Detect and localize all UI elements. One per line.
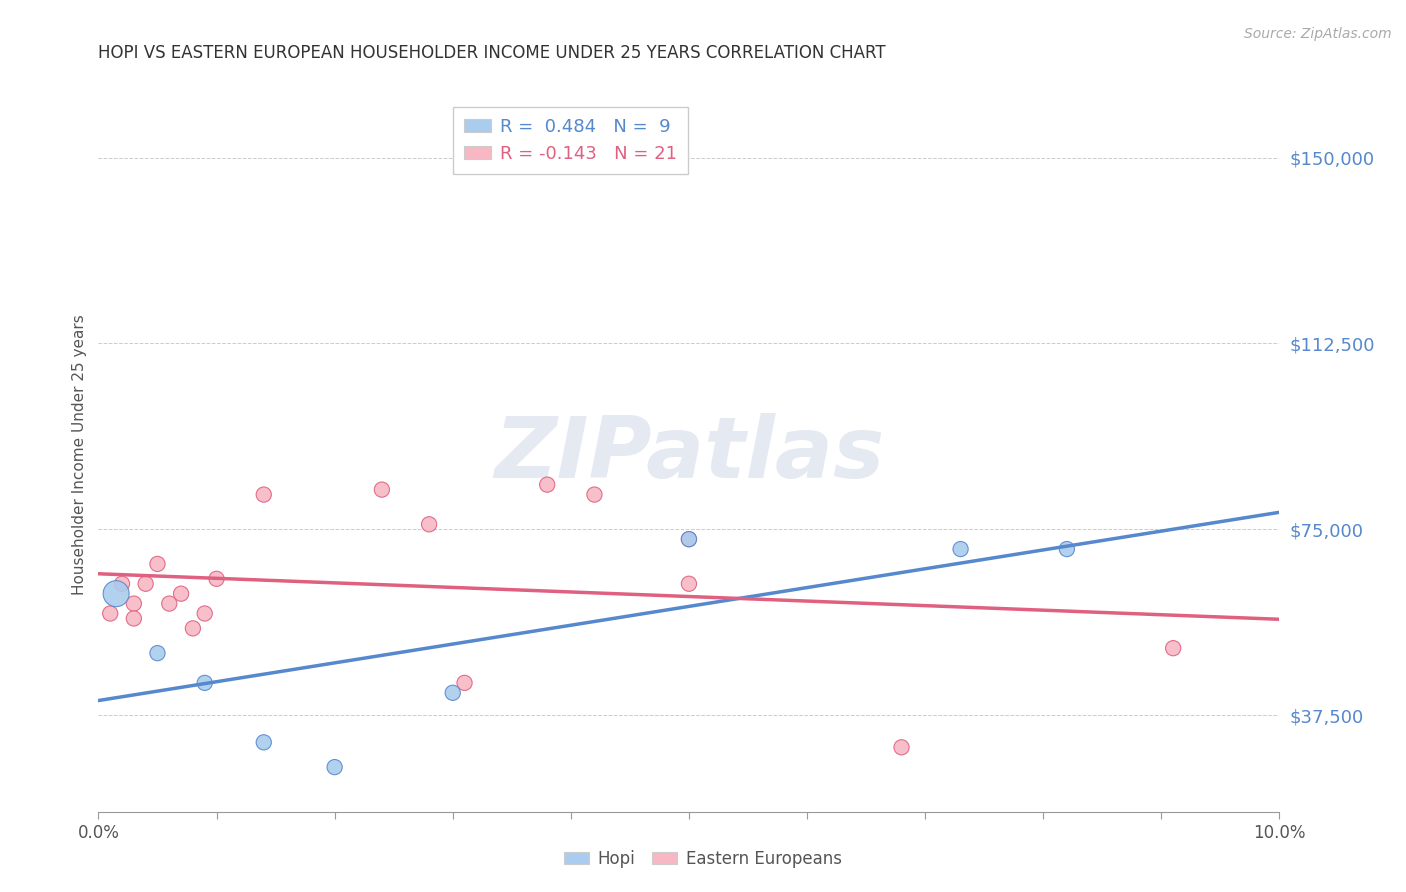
Point <box>194 607 217 621</box>
Point <box>678 576 700 591</box>
Point <box>157 597 180 611</box>
Point <box>323 760 346 774</box>
Point <box>181 621 204 635</box>
Point <box>253 735 276 749</box>
Point <box>253 487 276 501</box>
Point <box>678 532 700 546</box>
Point <box>122 611 145 625</box>
Point <box>949 542 972 557</box>
Legend: R =  0.484   N =  9, R = -0.143   N = 21: R = 0.484 N = 9, R = -0.143 N = 21 <box>454 107 688 174</box>
Point <box>122 597 145 611</box>
Point <box>98 607 121 621</box>
Point <box>536 477 558 491</box>
Point <box>1161 641 1184 656</box>
Text: ZIPatlas: ZIPatlas <box>494 413 884 497</box>
Point <box>1056 542 1078 557</box>
Point <box>205 572 228 586</box>
Point <box>146 557 169 571</box>
Legend: Hopi, Eastern Europeans: Hopi, Eastern Europeans <box>558 844 848 875</box>
Point <box>105 587 128 601</box>
Point <box>583 487 606 501</box>
Point <box>111 576 134 591</box>
Point <box>146 646 169 660</box>
Text: Source: ZipAtlas.com: Source: ZipAtlas.com <box>1244 27 1392 41</box>
Point <box>441 686 464 700</box>
Y-axis label: Householder Income Under 25 years: Householder Income Under 25 years <box>72 315 87 595</box>
Point <box>418 517 440 532</box>
Point <box>678 532 700 546</box>
Point <box>453 676 475 690</box>
Point <box>135 576 157 591</box>
Point <box>890 740 912 755</box>
Text: HOPI VS EASTERN EUROPEAN HOUSEHOLDER INCOME UNDER 25 YEARS CORRELATION CHART: HOPI VS EASTERN EUROPEAN HOUSEHOLDER INC… <box>98 45 886 62</box>
Point <box>170 587 193 601</box>
Point <box>371 483 394 497</box>
Point <box>194 676 217 690</box>
